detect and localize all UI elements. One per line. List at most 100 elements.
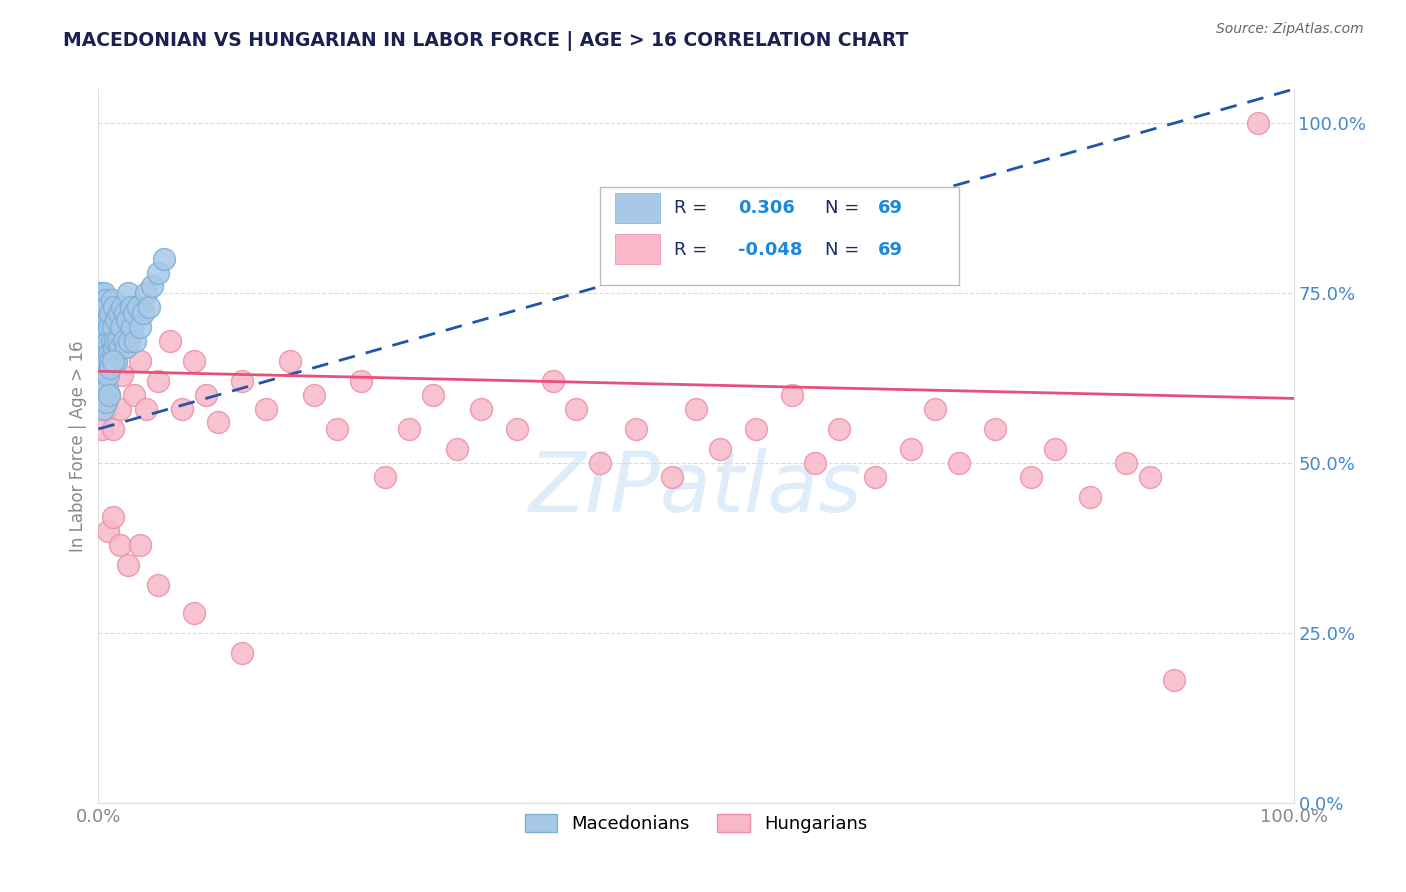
Point <box>172 401 194 416</box>
Point <box>1139 469 1161 483</box>
Point <box>124 306 146 320</box>
Text: 69: 69 <box>877 241 903 259</box>
Point <box>97 524 120 538</box>
Point <box>91 401 114 416</box>
Point <box>1019 469 1042 483</box>
Text: Source: ZipAtlas.com: Source: ZipAtlas.com <box>1216 22 1364 37</box>
Point <box>183 354 205 368</box>
Point <box>91 334 114 348</box>
Point <box>138 300 160 314</box>
Point <box>446 442 468 457</box>
Point <box>98 360 122 375</box>
Point <box>115 341 138 355</box>
Point <box>96 326 118 341</box>
Point <box>984 422 1007 436</box>
Point <box>207 415 229 429</box>
Point <box>231 375 253 389</box>
Point <box>374 469 396 483</box>
Point <box>153 252 176 266</box>
Point <box>131 306 153 320</box>
Text: N =: N = <box>825 241 865 259</box>
Point <box>105 313 128 327</box>
Point <box>93 341 115 355</box>
Point <box>828 422 851 436</box>
Point <box>1043 442 1066 457</box>
Point <box>135 401 157 416</box>
Point <box>89 354 111 368</box>
Point <box>91 326 114 341</box>
Point <box>91 388 114 402</box>
Point <box>98 388 121 402</box>
Point <box>326 422 349 436</box>
Point <box>94 347 117 361</box>
Point <box>93 286 115 301</box>
Text: R =: R = <box>675 241 713 259</box>
Point <box>1247 116 1270 130</box>
Point <box>96 381 118 395</box>
Point <box>183 606 205 620</box>
Point <box>124 388 146 402</box>
Point <box>589 456 612 470</box>
Point <box>96 354 118 368</box>
Point <box>1163 673 1185 688</box>
Point <box>626 422 648 436</box>
Point <box>865 469 887 483</box>
Point <box>91 422 114 436</box>
Point <box>90 320 112 334</box>
Point <box>780 388 803 402</box>
Point <box>1080 490 1102 504</box>
Point <box>107 306 129 320</box>
Point <box>101 422 124 436</box>
Point <box>93 320 115 334</box>
Point <box>924 401 946 416</box>
Text: -0.048: -0.048 <box>738 241 803 259</box>
Text: R =: R = <box>675 200 713 218</box>
Point <box>398 422 420 436</box>
Y-axis label: In Labor Force | Age > 16: In Labor Force | Age > 16 <box>69 340 87 552</box>
Point <box>148 578 170 592</box>
Point <box>108 341 131 355</box>
Point <box>101 320 124 334</box>
Point <box>97 341 120 355</box>
Point <box>96 300 118 314</box>
Point <box>117 558 139 572</box>
Point <box>350 375 373 389</box>
Point <box>117 334 139 348</box>
Point <box>709 442 731 457</box>
Point <box>111 368 134 382</box>
Point <box>129 320 152 334</box>
Point <box>97 368 120 382</box>
FancyBboxPatch shape <box>614 234 661 264</box>
Point <box>91 354 114 368</box>
Point <box>135 286 157 301</box>
Point <box>148 266 170 280</box>
Point <box>93 313 115 327</box>
Point <box>98 354 122 368</box>
Point <box>111 300 134 314</box>
Point <box>91 375 114 389</box>
Point <box>101 354 124 368</box>
Point <box>94 394 117 409</box>
Point <box>148 375 170 389</box>
Point <box>98 306 122 320</box>
Point <box>900 442 922 457</box>
Point <box>195 388 218 402</box>
Legend: Macedonians, Hungarians: Macedonians, Hungarians <box>517 806 875 840</box>
Point <box>254 401 277 416</box>
Point <box>129 537 152 551</box>
Text: MACEDONIAN VS HUNGARIAN IN LABOR FORCE | AGE > 16 CORRELATION CHART: MACEDONIAN VS HUNGARIAN IN LABOR FORCE |… <box>63 31 908 51</box>
Text: 0.306: 0.306 <box>738 200 794 218</box>
Point <box>104 334 127 348</box>
Point <box>103 341 125 355</box>
Point <box>90 354 112 368</box>
Point <box>129 354 152 368</box>
Point <box>141 279 163 293</box>
Point <box>107 306 129 320</box>
Point <box>110 320 132 334</box>
Point <box>97 334 120 348</box>
Point <box>127 300 149 314</box>
Point <box>91 347 114 361</box>
Point <box>124 334 146 348</box>
Point <box>506 422 529 436</box>
Point <box>97 313 120 327</box>
